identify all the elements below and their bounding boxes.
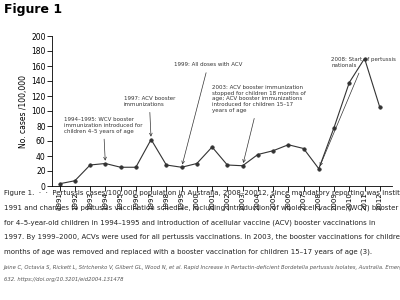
Text: Figure 1.  ·  ·  Pertussis cases/100,000 population in Australia, 2008–20012, si: Figure 1. · · Pertussis cases/100,000 po… [4, 190, 400, 196]
Text: 1999: All doses with ACV: 1999: All doses with ACV [174, 62, 242, 164]
Text: for 4–5-year-old children in 1994–1995 and introduction of acellular vaccine (AC: for 4–5-year-old children in 1994–1995 a… [4, 219, 376, 226]
Text: months of age was removed and replaced with a booster vaccination for children 1: months of age was removed and replaced w… [4, 248, 372, 255]
Text: 1997. By 1999–2000, ACVs were used for all pertussis vaccinations. In 2003, the : 1997. By 1999–2000, ACVs were used for a… [4, 234, 400, 240]
Text: 1991 and changes to pertussis vaccination schedule, including introduction of wh: 1991 and changes to pertussis vaccinatio… [4, 205, 400, 211]
Text: 2008: Start of pertussis
nationals: 2008: Start of pertussis nationals [320, 57, 396, 166]
Text: 2003: ACV booster immunization
stopped for children 18 months of
age; ACV booste: 2003: ACV booster immunization stopped f… [212, 85, 306, 162]
Text: 632. https://doi.org/10.3201/eid2004.131478: 632. https://doi.org/10.3201/eid2004.131… [4, 277, 124, 282]
Text: 1994–1995: WCV booster
immunization introduced for
children 4–5 years of age: 1994–1995: WCV booster immunization intr… [64, 117, 143, 160]
Text: 1997: ACV booster
immunizations: 1997: ACV booster immunizations [124, 96, 175, 136]
Y-axis label: No. cases /100,000: No. cases /100,000 [20, 74, 28, 148]
Text: Figure 1: Figure 1 [4, 3, 62, 16]
Text: Jaine C, Octavia S, Rickett L, Strtchenko V, Gilbert GL, Wood N, et al. Rapid In: Jaine C, Octavia S, Rickett L, Strtchenk… [4, 266, 400, 271]
